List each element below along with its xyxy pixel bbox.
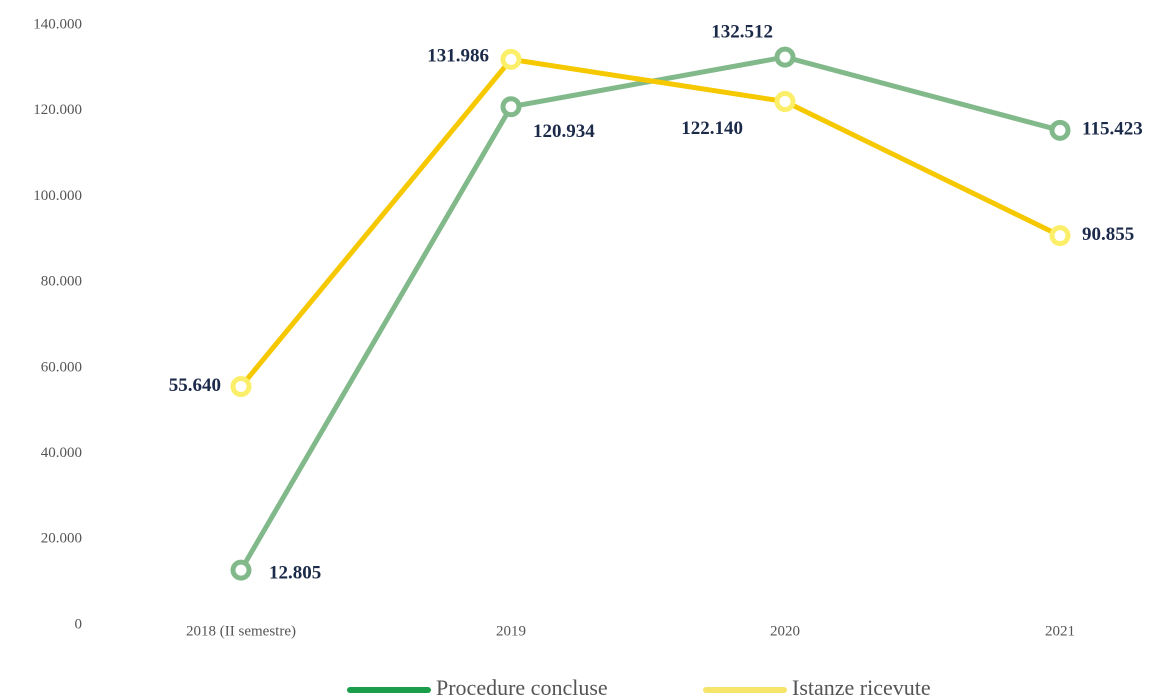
x-tick-label: 2019 [496,623,526,639]
y-tick-label: 20.000 [41,531,82,547]
marker [774,91,796,113]
marker [500,48,522,70]
legend-label: Istanze ricevute [792,675,931,700]
marker [774,46,796,68]
y-tick-label: 80.000 [41,274,82,290]
value-label: 132.512 [711,21,773,42]
marker [230,559,252,581]
y-tick-label: 0 [75,616,83,632]
series-line [239,56,1062,389]
marker [500,96,522,118]
y-tick-label: 140.000 [33,16,82,32]
value-label: 90.855 [1082,224,1134,245]
y-tick-label: 60.000 [41,359,82,375]
marker [1049,119,1071,141]
value-label: 131.986 [427,46,489,67]
y-tick-label: 120.000 [33,102,82,118]
y-tick-label: 40.000 [41,445,82,461]
x-tick-label: 2021 [1045,623,1075,639]
value-label: 12.805 [269,562,321,583]
value-label: 122.140 [681,118,743,139]
value-label: 120.934 [533,121,595,142]
marker [230,376,252,398]
y-tick-label: 100.000 [33,188,82,204]
x-tick-label: 2020 [770,623,800,639]
legend-label: Procedure concluse [436,675,608,700]
marker [1049,225,1071,247]
x-tick-label: 2018 (II semestre) [186,623,296,639]
value-label: 115.423 [1082,119,1143,140]
value-label: 55.640 [169,375,221,396]
series-line [238,54,1061,572]
